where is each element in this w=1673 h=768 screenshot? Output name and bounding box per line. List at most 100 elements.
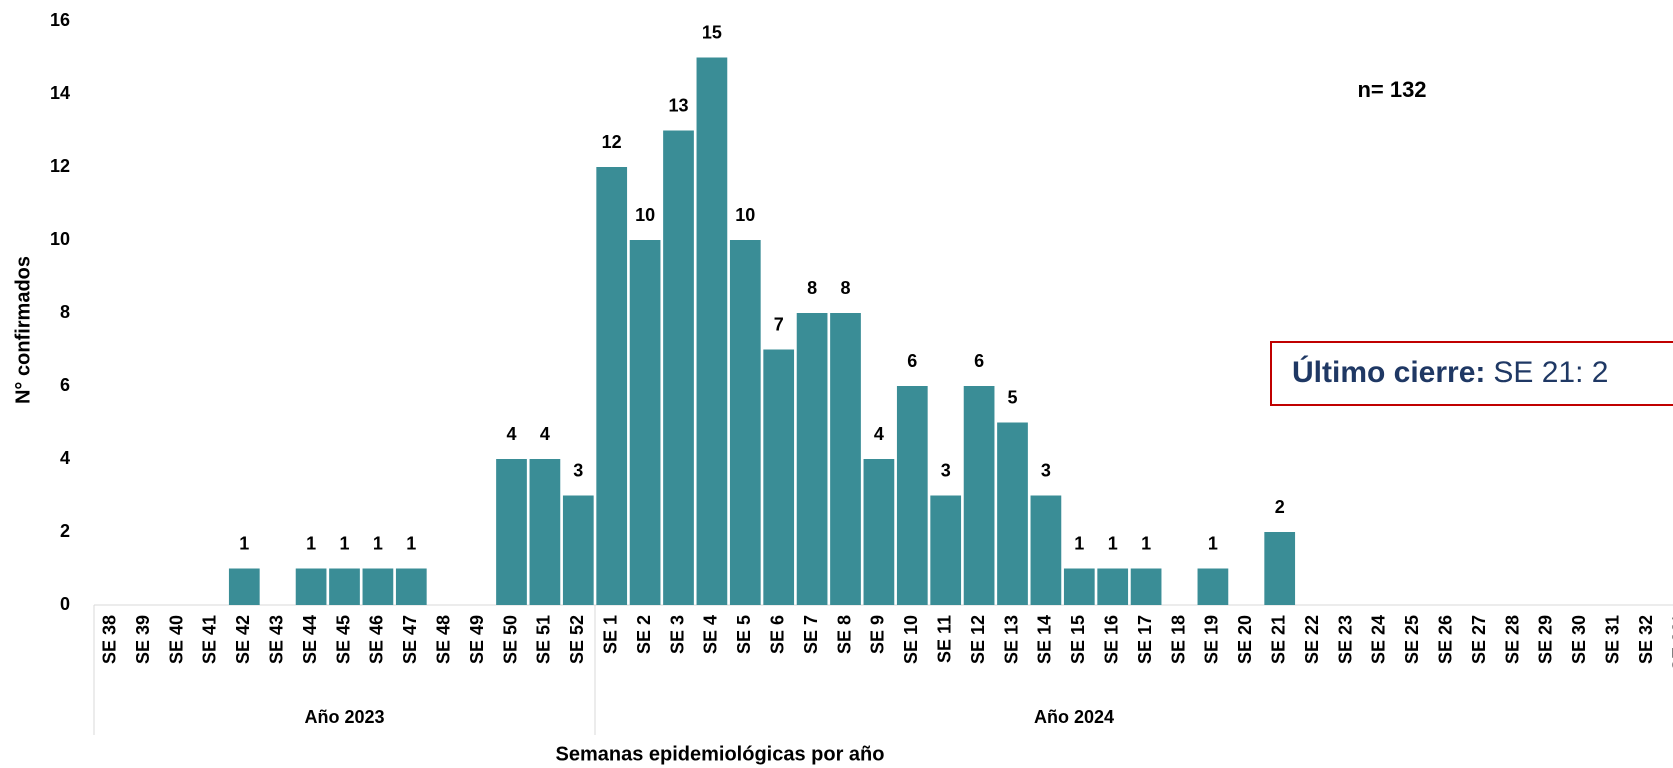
bar	[295, 568, 327, 605]
value-label: 2	[1275, 497, 1285, 517]
bar	[997, 422, 1028, 605]
x-tick-label: SE 14	[1035, 615, 1055, 664]
y-tick-label: 4	[60, 448, 70, 468]
bar	[863, 459, 895, 605]
x-tick-label: SE 38	[99, 615, 119, 664]
bar	[362, 568, 394, 605]
x-tick-label: SE 50	[500, 615, 520, 664]
total-annotation: n= 132	[1357, 77, 1426, 102]
bar	[896, 386, 928, 605]
value-label: 5	[1007, 387, 1017, 407]
y-tick-label: 10	[50, 229, 70, 249]
bar	[763, 349, 795, 605]
value-label: 4	[540, 424, 550, 444]
y-tick-label: 6	[60, 375, 70, 395]
last-close-annotation: Último cierre: SE 21: 2	[1292, 355, 1608, 389]
bar	[930, 495, 962, 605]
value-label: 8	[807, 278, 817, 298]
x-axis-title: Semanas epidemiológicas por año	[556, 743, 885, 765]
x-tick-label: SE 42	[233, 615, 253, 664]
value-label: 3	[1041, 460, 1051, 480]
value-label: 1	[1074, 533, 1084, 553]
value-label: 7	[774, 314, 784, 334]
x-tick-label: SE 33*	[1669, 615, 1673, 671]
x-tick-label: SE 15	[1068, 615, 1088, 664]
x-tick-label: SE 12	[968, 615, 988, 664]
bar	[529, 459, 561, 605]
x-tick-label: SE 31	[1602, 615, 1622, 664]
bar	[729, 240, 761, 605]
bar	[1097, 568, 1129, 605]
x-tick-label: SE 43	[266, 615, 286, 664]
value-label: 12	[602, 132, 622, 152]
value-label: 1	[1141, 533, 1151, 553]
value-label: 6	[974, 351, 984, 371]
last-close-value: SE 21: 2	[1493, 356, 1608, 389]
y-tick-label: 8	[60, 302, 70, 322]
value-label: 13	[668, 95, 688, 115]
bar	[696, 57, 728, 605]
x-tick-label: SE 40	[166, 615, 186, 664]
y-tick-label: 14	[50, 83, 70, 103]
value-label: 1	[339, 533, 349, 553]
x-tick-label: SE 49	[467, 615, 487, 664]
x-tick-label: SE 7	[801, 615, 821, 654]
value-label: 6	[907, 351, 917, 371]
value-label: 3	[573, 460, 583, 480]
value-label: 1	[373, 533, 383, 553]
x-tick-label: SE 45	[333, 615, 353, 664]
y-tick-label: 12	[50, 156, 70, 176]
bar	[629, 240, 661, 605]
x-tick-label: SE 27	[1469, 615, 1489, 664]
x-tick-label: SE 39	[133, 615, 153, 664]
value-label: 1	[1108, 533, 1118, 553]
x-tick-label: SE 21	[1268, 615, 1288, 664]
bar	[796, 313, 828, 605]
x-tick-label: SE 11	[934, 615, 954, 663]
x-tick-label: SE 22	[1302, 615, 1322, 664]
bar	[830, 313, 861, 605]
bar	[329, 568, 360, 605]
bar	[663, 130, 694, 605]
group-label: Año 2023	[304, 707, 384, 727]
x-tick-label: SE 48	[433, 615, 453, 664]
bar	[1030, 495, 1062, 605]
x-tick-label: SE 46	[367, 615, 387, 664]
x-tick-label: SE 10	[901, 615, 921, 664]
x-tick-label: SE 8	[834, 615, 854, 654]
value-label: 1	[239, 533, 249, 553]
x-tick-label: SE 13	[1001, 615, 1021, 664]
bar	[395, 568, 427, 605]
bar	[562, 495, 594, 605]
x-tick-label: SE 4	[701, 615, 721, 654]
x-tick-label: SE 9	[868, 615, 888, 654]
x-tick-label: SE 6	[767, 615, 787, 654]
bar	[1197, 568, 1229, 605]
value-label: 10	[735, 205, 755, 225]
last-close-label: Último cierre:	[1292, 355, 1485, 389]
x-tick-label: SE 3	[667, 615, 687, 654]
group-label: Año 2024	[1034, 707, 1114, 727]
x-tick-label: SE 32	[1636, 615, 1656, 664]
value-label: 1	[1208, 533, 1218, 553]
value-label: 15	[702, 22, 722, 42]
x-tick-label: SE 5	[734, 615, 754, 654]
x-tick-label: SE 29	[1536, 615, 1556, 664]
x-tick-label: SE 20	[1235, 615, 1255, 664]
bar	[1063, 568, 1095, 605]
x-tick-label: SE 30	[1569, 615, 1589, 664]
bar	[1264, 532, 1296, 605]
value-label: 4	[506, 424, 516, 444]
value-label: 4	[874, 424, 884, 444]
x-tick-label: SE 19	[1202, 615, 1222, 664]
x-tick-label: SE 47	[400, 615, 420, 664]
x-tick-label: SE 1	[600, 615, 620, 654]
bar	[228, 568, 260, 605]
value-label: 3	[941, 460, 951, 480]
value-label: 10	[635, 205, 655, 225]
x-tick-label: SE 2	[634, 615, 654, 654]
value-label: 8	[840, 278, 850, 298]
x-tick-label: SE 28	[1502, 615, 1522, 664]
